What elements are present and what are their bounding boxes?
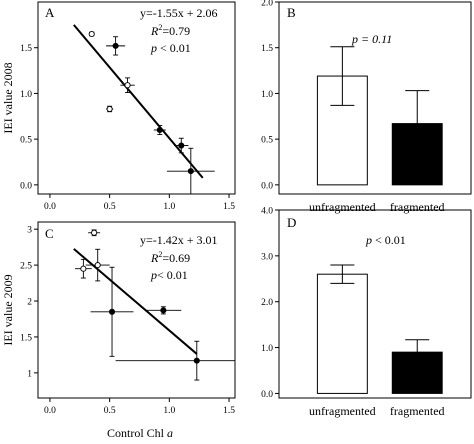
panel-c-ytick-label: 3	[27, 226, 32, 236]
panel-c-r2-value: =0.69	[162, 251, 190, 265]
panel-b-ytick-label: 1.0	[261, 90, 273, 100]
panel-c-letter: C	[45, 226, 54, 241]
panel-a-xtick-label: 1.5	[223, 202, 235, 212]
panel-a-point-open	[124, 82, 131, 89]
panel-c-r2-symbol: R	[150, 251, 159, 265]
panel-d-p-symbol: p	[365, 233, 372, 247]
panel-c-r2-sup: 2	[158, 250, 162, 259]
panel-c-frame	[37, 221, 236, 399]
y-axis-title-2009: IEI value 2009	[1, 274, 15, 345]
panel-b-ytick-label: 0.5	[261, 136, 273, 146]
panel-c-xtick-label: 0.0	[44, 406, 56, 416]
panel-b-x-labels: unfragmented fragmented	[309, 200, 445, 214]
panel-a-y-ticks: 0.0 0.5 1.0 1.5	[20, 44, 38, 191]
panel-c-regression-line	[73, 248, 198, 355]
panel-c-p-symbol: p	[150, 268, 157, 282]
panel-a-point-open	[88, 30, 95, 38]
panel-c-marks	[73, 229, 235, 381]
panel-a-r2-value: =0.79	[162, 24, 190, 38]
panel-c-point-open	[91, 229, 98, 236]
panel-b-category-label: unfragmented	[309, 200, 376, 214]
panel-c-point-open	[80, 265, 87, 272]
panel-b: 0.0 0.5 1.0 1.5 2.0 unfragmented fragmented B…	[261, 0, 472, 214]
panel-c-xtick-label: 0.5	[104, 406, 116, 416]
panel-d-ytick-label: 1.0	[261, 344, 273, 354]
panel-d-ytick-label: 3.0	[261, 252, 273, 262]
panel-b-category-label: fragmented	[390, 200, 445, 214]
panel-a-ytick-label: 1.0	[20, 90, 32, 100]
panel-a-marks	[73, 24, 215, 195]
panel-d-ytick-label: 2.0	[261, 298, 273, 308]
panel-a-p: p < 0.01	[150, 41, 191, 55]
panel-a: 0.0 0.5 1.0 1.5 0.0 0.5 1.0 1.5 A y=-1.55x + 2…	[20, 1, 236, 212]
panel-b-ytick-label: 1.5	[261, 44, 273, 54]
panel-a-point-open	[106, 105, 113, 113]
panel-b-marks	[316, 46, 443, 186]
panel-c-p-value: < 0.01	[157, 268, 188, 282]
panel-c-x-ticks: 0.0 0.5 1.0 1.5	[44, 398, 235, 416]
panel-a-frame	[37, 1, 236, 195]
panel-a-letter: A	[45, 5, 55, 20]
panel-d-frame	[278, 209, 472, 399]
panel-c: 1 1.5 2 2.5 3 0.0 0.5 1.0 1.5 C y=-1.42x + 3.01…	[20, 221, 236, 416]
panel-d-ytick-label: 4.0	[261, 207, 273, 217]
panel-d-p-annotation: p < 0.01	[365, 233, 406, 247]
panel-c-point-filled	[160, 307, 167, 314]
panel-c-point-filled	[108, 308, 116, 315]
panel-c-point-filled	[193, 357, 200, 364]
panel-d-bar-unfragmented	[316, 273, 368, 394]
x-axis-title-italic: a	[167, 426, 173, 440]
panel-a-xtick-label: 1.0	[163, 202, 175, 212]
panel-c-xtick-label: 1.5	[223, 406, 235, 416]
panel-a-r2-symbol: R	[150, 24, 159, 38]
panel-a-x-ticks: 0.0 0.5 1.0 1.5	[44, 194, 235, 212]
panel-d-x-labels: unfragmented fragmented	[309, 404, 445, 418]
panel-d-category-label: fragmented	[390, 404, 445, 418]
panel-b-frame	[278, 1, 472, 195]
panel-a-xtick-label: 0.5	[104, 202, 116, 212]
panel-d-marks	[316, 264, 443, 394]
panel-a-point-filled	[112, 42, 119, 49]
panel-d-letter: D	[287, 215, 296, 230]
panel-c-ytick-label: 2.5	[20, 262, 32, 272]
panel-a-point-filled	[187, 168, 194, 175]
panel-a-r2: R2=0.79	[150, 23, 190, 38]
panel-b-letter: B	[287, 5, 296, 20]
panel-a-point-filled	[178, 142, 185, 149]
panel-d-category-label: unfragmented	[309, 404, 376, 418]
panel-a-ytick-label: 0.0	[20, 181, 32, 191]
panel-a-xtick-label: 0.0	[44, 202, 56, 212]
panel-a-p-symbol: p	[150, 41, 157, 55]
panel-a-equation: y=-1.55x + 2.06	[140, 6, 218, 20]
panel-a-ytick-label: 0.5	[20, 136, 32, 146]
panel-c-y-ticks: 1 1.5 2 2.5 3	[20, 226, 38, 379]
panel-c-r2: R2=0.69	[150, 250, 190, 265]
panel-a-ytick-label: 1.5	[20, 44, 32, 54]
panel-b-y-ticks: 0.0 0.5 1.0 1.5 2.0	[261, 0, 279, 191]
panel-d-p-value: < 0.01	[372, 233, 406, 247]
panel-c-ytick-label: 1	[27, 369, 32, 379]
panel-b-p-annotation: p = 0.11	[351, 32, 392, 46]
panel-c-ytick-label: 2	[27, 298, 32, 308]
panel-a-p-value: < 0.01	[157, 41, 191, 55]
panel-c-ytick-label: 1.5	[20, 333, 32, 343]
panel-d-ytick-label: 0.0	[261, 390, 273, 400]
panel-d-y-ticks: 0.0 1.0 2.0 3.0 4.0	[261, 207, 279, 400]
y-axis-title-2008: IEI value 2008	[1, 62, 15, 133]
panel-c-equation: y=-1.42x + 3.01	[140, 233, 218, 247]
panel-a-r2-sup: 2	[158, 23, 162, 32]
x-axis-title: Control Chl a	[107, 426, 173, 440]
panel-c-p: p< 0.01	[150, 268, 188, 282]
panel-b-ytick-label: 0.0	[261, 181, 273, 191]
panel-c-point-open	[94, 262, 101, 269]
panel-a-point-filled	[156, 126, 163, 134]
panel-c-xtick-label: 1.0	[163, 406, 175, 416]
panel-d: 0.0 1.0 2.0 3.0 4.0 unfragmented fragmented D…	[261, 207, 472, 418]
x-axis-title-main: Control Chl	[107, 426, 167, 440]
panel-b-ytick-label: 2.0	[261, 0, 273, 9]
